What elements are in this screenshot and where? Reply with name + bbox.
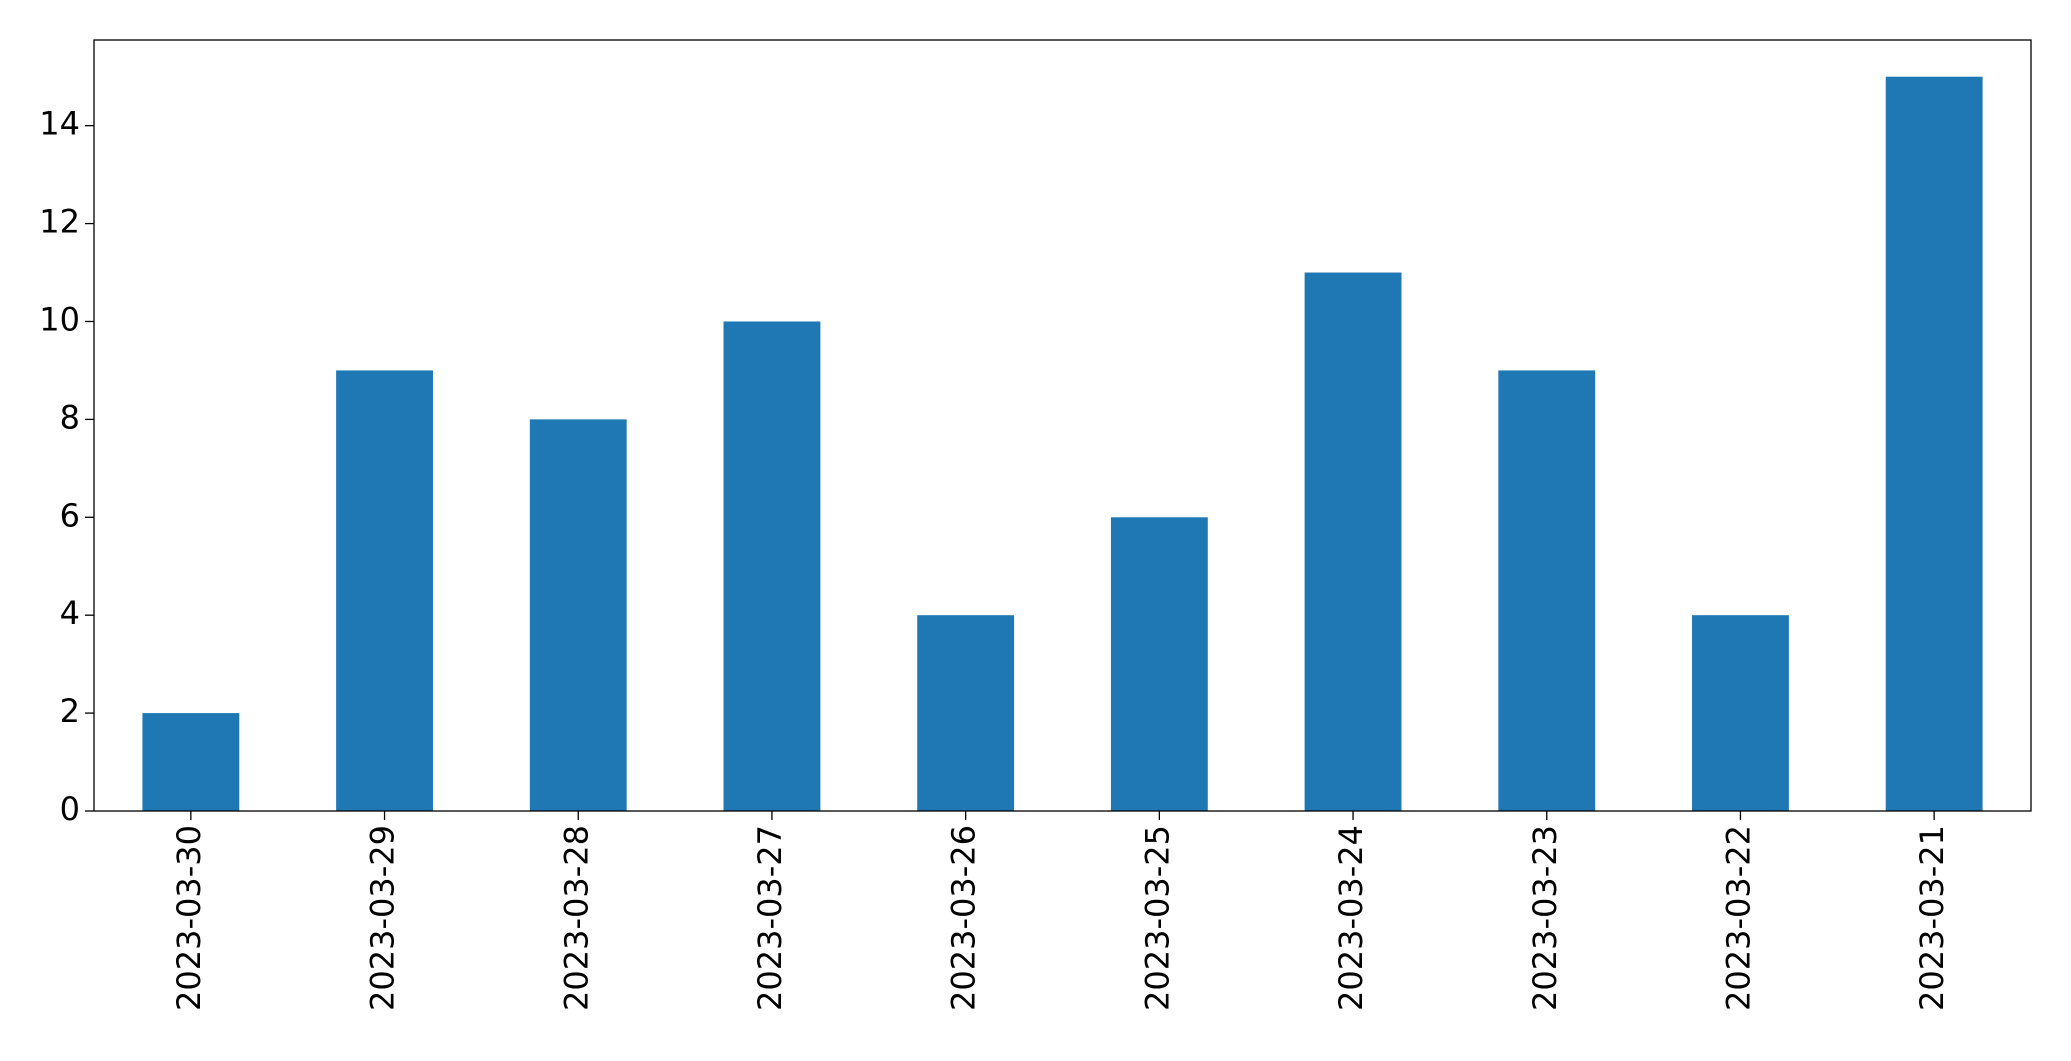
y-tick-label: 14	[39, 105, 80, 143]
y-tick-label: 0	[60, 790, 80, 828]
bar	[1304, 272, 1402, 811]
y-tick-label: 2	[60, 692, 80, 730]
x-tick-label: 2023-03-30	[170, 825, 208, 1011]
x-tick-label: 2023-03-28	[557, 825, 595, 1011]
x-tick-label: 2023-03-24	[1332, 825, 1370, 1011]
bar	[1692, 615, 1789, 811]
y-tick-label: 4	[60, 594, 80, 632]
y-tick-label: 8	[60, 398, 80, 436]
bar	[529, 419, 627, 811]
x-tick-label: 2023-03-27	[751, 825, 789, 1011]
bar	[1498, 370, 1596, 811]
x-tick-label: 2023-03-23	[1526, 825, 1564, 1011]
y-tick-label: 6	[60, 496, 80, 534]
bar	[142, 713, 240, 811]
x-tick-label: 2023-03-25	[1138, 825, 1176, 1011]
bar	[917, 615, 1015, 811]
plot-frame	[93, 39, 2032, 812]
bar	[1110, 517, 1208, 811]
x-tick-label: 2023-03-21	[1913, 825, 1951, 1011]
y-tick-label: 12	[39, 203, 80, 241]
x-tick-label: 2023-03-22	[1719, 825, 1757, 1011]
bar	[336, 370, 433, 811]
x-tick-label: 2023-03-26	[945, 825, 983, 1011]
x-tick-label: 2023-03-29	[364, 825, 402, 1011]
bar	[1885, 76, 1983, 811]
bar	[723, 321, 821, 811]
y-tick-label: 10	[39, 300, 80, 338]
